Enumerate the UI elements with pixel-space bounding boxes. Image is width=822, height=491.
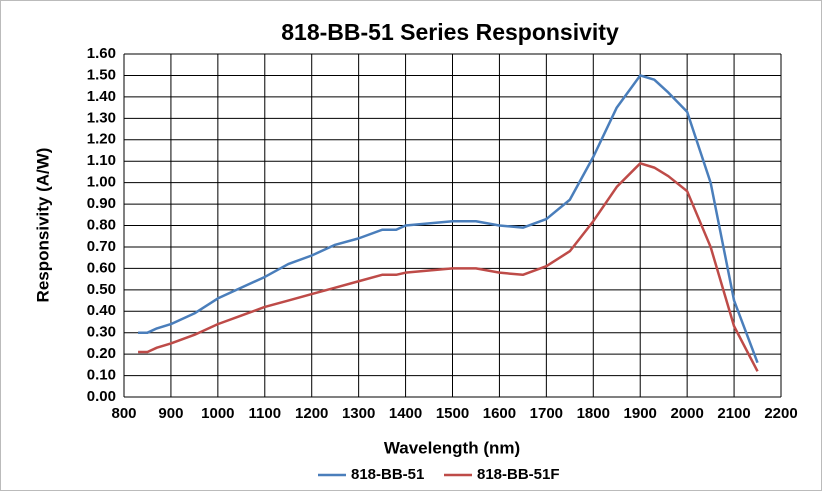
x-tick-label: 1900 — [624, 405, 657, 422]
y-tick-label: 0.80 — [87, 216, 116, 233]
y-tick-label: 0.70 — [87, 238, 116, 255]
y-tick-label: 1.50 — [87, 66, 116, 83]
x-tick-label: 1800 — [577, 405, 610, 422]
chart-title: 818-BB-51 Series Responsivity — [281, 19, 619, 45]
x-tick-label: 2000 — [670, 405, 703, 422]
y-tick-label: 0.90 — [87, 195, 116, 212]
x-tick-label: 1000 — [201, 405, 234, 422]
x-tick-label: 900 — [158, 405, 183, 422]
y-tick-label: 0.30 — [87, 324, 116, 341]
x-tick-label: 1300 — [342, 405, 375, 422]
y-tick-label: 1.20 — [87, 131, 116, 148]
y-tick-label: 0.00 — [87, 388, 116, 405]
y-tick-label: 1.00 — [87, 174, 116, 191]
series-line — [138, 162, 759, 372]
x-tick-label: 1700 — [530, 405, 563, 422]
y-tick-label: 1.40 — [87, 88, 116, 105]
x-tick-label: 1400 — [389, 405, 422, 422]
y-tick-label: 0.20 — [87, 345, 116, 362]
x-tick-label: 2100 — [717, 405, 750, 422]
x-axis-title: Wavelength (nm) — [384, 438, 520, 457]
y-tick-label: 0.50 — [87, 281, 116, 298]
y-tick-label: 1.10 — [87, 152, 116, 169]
y-tick-label: 0.10 — [87, 367, 116, 384]
y-tick-label: 0.40 — [87, 302, 116, 319]
x-tick-label: 1500 — [436, 405, 469, 422]
x-tick-label: 1600 — [483, 405, 516, 422]
legend-label: 818-BB-51 — [351, 466, 424, 483]
y-axis-title: Responsivity (A/W) — [33, 148, 52, 303]
x-tick-label: 1200 — [295, 405, 328, 422]
y-tick-label: 0.60 — [87, 259, 116, 276]
y-tick-label: 1.30 — [87, 109, 116, 126]
series-line — [138, 74, 759, 364]
x-tick-label: 2200 — [764, 405, 797, 422]
x-tick-label: 1100 — [249, 405, 282, 422]
legend-label: 818-BB-51F — [477, 466, 560, 483]
x-tick-label: 800 — [111, 405, 136, 422]
y-tick-label: 1.60 — [87, 45, 116, 62]
